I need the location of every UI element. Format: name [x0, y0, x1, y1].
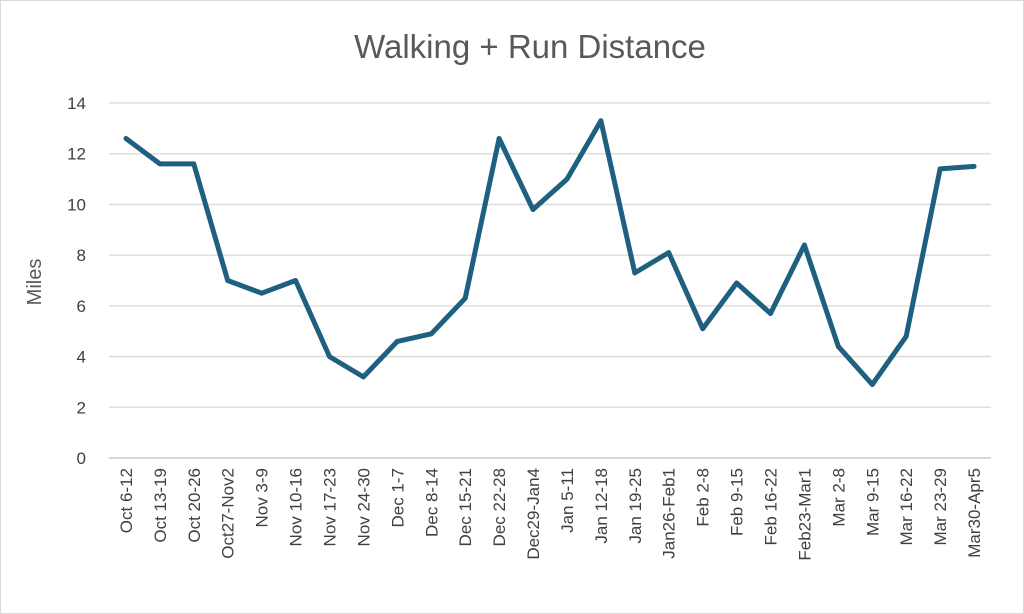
x-tick-label: Feb 16-22 [762, 468, 781, 546]
data-point [869, 382, 875, 387]
data-point [361, 374, 366, 380]
y-tick-label: 12 [67, 145, 86, 164]
x-tick-label: Feb 2-8 [694, 468, 713, 527]
data-point [123, 136, 129, 141]
data-point [462, 295, 468, 301]
y-tick-label: 10 [67, 195, 86, 214]
series-line-0 [123, 118, 977, 387]
x-tick-label: Oct 20-26 [185, 468, 204, 543]
data-point [666, 250, 672, 256]
y-tick-labels: 0 2 4 6 8 10 12 14 [67, 94, 86, 468]
x-tick-label: Mar 23-29 [931, 468, 950, 545]
data-point [259, 290, 265, 296]
data-point [903, 333, 909, 339]
data-point [835, 344, 841, 349]
data-point [225, 278, 231, 283]
data-point [802, 242, 807, 248]
x-tick-label: Feb23-Mar1 [795, 468, 814, 561]
series-group [123, 118, 977, 387]
y-tick-label: 6 [77, 297, 86, 316]
x-tick-label: Dec29-Jan4 [524, 468, 543, 560]
data-point [157, 161, 163, 167]
x-tick-label: Mar 2-8 [829, 468, 848, 527]
x-tick-label: Mar 16-22 [897, 468, 916, 545]
x-tick-label: Jan 19-25 [626, 468, 645, 544]
data-point [700, 326, 706, 332]
data-point [598, 118, 604, 124]
x-tick-label: Jan26-Feb1 [660, 468, 679, 559]
gridlines [109, 102, 991, 459]
x-tick-label: Jan 12-18 [592, 468, 611, 544]
x-tick-label: Nov 24-30 [354, 468, 373, 546]
data-point [937, 166, 943, 172]
y-tick-label: 4 [77, 348, 86, 367]
data-point [768, 311, 773, 316]
x-tick-label: Oct 6-12 [117, 468, 136, 533]
x-tick-label: Dec 8-14 [422, 468, 441, 537]
data-point [734, 280, 739, 286]
y-tick-label: 2 [77, 398, 86, 417]
data-point [496, 136, 502, 141]
data-point [293, 278, 298, 283]
data-point [530, 207, 536, 212]
data-point [327, 354, 332, 359]
x-tick-label: Oct27-Nov2 [219, 468, 238, 559]
data-point [632, 270, 638, 276]
data-point [971, 163, 977, 169]
data-point [394, 338, 400, 344]
x-tick-label: Mar 9-15 [863, 468, 882, 536]
data-point [191, 161, 197, 167]
x-tick-label: Dec 15-21 [456, 468, 475, 546]
x-tick-label: Nov 10-16 [287, 468, 306, 546]
x-tick-label: Nov 17-23 [321, 468, 340, 546]
y-tick-label: 0 [77, 449, 86, 468]
x-tick-label: Feb 9-15 [728, 468, 747, 536]
y-tick-label: 8 [77, 246, 86, 265]
x-tick-labels: Oct 6-12 Oct 13-19 Oct 20-26 Oct27-Nov2 Nov … [117, 468, 984, 561]
x-tick-label: Dec 1-7 [388, 468, 407, 528]
data-point [564, 176, 570, 182]
x-tick-label: Nov 3-9 [253, 468, 272, 528]
x-tick-label: Jan 5-11 [558, 468, 577, 533]
x-tick-label: Oct 13-19 [151, 468, 170, 543]
data-point [428, 331, 434, 337]
y-tick-label: 14 [67, 94, 86, 113]
y-axis-label: Miles [24, 259, 46, 306]
x-tick-label: Dec 22-28 [490, 468, 509, 546]
chart-title: Walking + Run Distance [354, 28, 706, 65]
x-tick-label: Mar30-Apr5 [965, 468, 984, 558]
